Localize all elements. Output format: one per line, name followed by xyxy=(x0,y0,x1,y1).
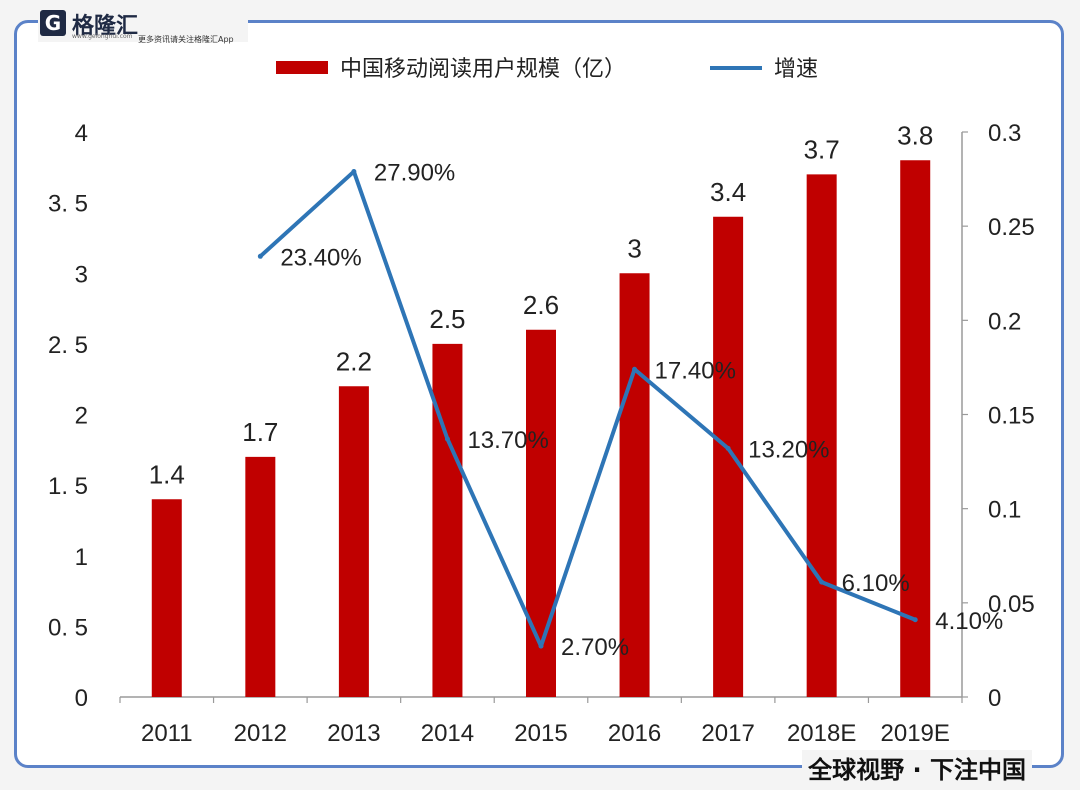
y-left-tick-label: 3 xyxy=(75,261,88,288)
y-left-tick-label: 1 xyxy=(75,544,88,571)
bar xyxy=(900,160,931,697)
bar xyxy=(151,499,182,697)
line-data-label: 2.70% xyxy=(561,634,629,661)
bar-data-label: 2.5 xyxy=(429,304,465,334)
bar xyxy=(338,386,369,697)
y-right-tick-label: 0 xyxy=(988,685,1001,712)
line-data-label: 23.40% xyxy=(280,244,361,271)
bar xyxy=(713,216,744,697)
y-right-tick-label: 0.2 xyxy=(988,308,1021,335)
x-tick-label: 2019E xyxy=(881,720,950,747)
bar-data-label: 3.7 xyxy=(804,134,840,164)
bar-data-label: 1.4 xyxy=(149,459,185,489)
growth-point xyxy=(257,253,263,259)
bar-series xyxy=(151,160,931,697)
x-tick-label: 2011 xyxy=(141,720,193,747)
bar-data-label: 2.2 xyxy=(336,346,372,376)
y-left-tick-label: 4 xyxy=(75,120,88,147)
x-tick-label: 2015 xyxy=(514,720,567,747)
y-left-tick-label: 0. 5 xyxy=(48,614,88,641)
line-series xyxy=(257,169,918,649)
brand-logo: G 格隆汇 www.gelonghui.com 更多资讯请关注格隆汇App xyxy=(38,6,248,44)
bar xyxy=(432,343,463,697)
line-data-label: 13.70% xyxy=(467,427,548,454)
bar xyxy=(526,329,556,697)
y-right-tick-label: 0.05 xyxy=(988,591,1035,618)
y-left-tick-label: 2 xyxy=(75,403,88,430)
y-right-tick-label: 0.25 xyxy=(988,214,1035,241)
brand-name: 格隆汇 xyxy=(72,14,139,39)
x-tick-label: 2018E xyxy=(787,720,856,747)
y-right-tick-label: 0.1 xyxy=(988,497,1021,524)
line-labels: 23.40% 27.90% 13.70% 2.70% 17.40% 13.20% 6.10%… xyxy=(280,160,1003,662)
x-tick-label: 2012 xyxy=(234,720,287,747)
line-data-label: 27.90% xyxy=(374,160,455,187)
brand-g-icon: G xyxy=(40,10,66,36)
brand-slogan: 更多资讯请关注格隆汇App xyxy=(138,35,234,44)
y-right-tick-label: 0.3 xyxy=(988,120,1021,147)
legend: 中国移动阅读用户规模（亿） 增速 xyxy=(276,57,818,82)
bar-data-label: 1.7 xyxy=(242,417,278,447)
x-tick-label: 2014 xyxy=(421,720,474,747)
growth-point xyxy=(538,643,544,649)
brand-site: www.gelonghui.com xyxy=(72,33,133,40)
growth-point xyxy=(444,436,450,442)
legend-line-label: 增速 xyxy=(774,57,818,82)
line-data-label: 13.20% xyxy=(748,436,829,463)
growth-point xyxy=(351,169,357,175)
line-data-label: 6.10% xyxy=(842,570,910,597)
x-tick-label: 2016 xyxy=(608,720,661,747)
y-left-tick-label: 0 xyxy=(75,685,88,712)
legend-bar-swatch xyxy=(276,61,328,74)
y-right-tick-label: 0.15 xyxy=(988,403,1035,430)
bar-data-label: 3 xyxy=(627,233,641,263)
bar xyxy=(619,273,650,697)
bar xyxy=(806,174,837,697)
x-tick-label: 2017 xyxy=(701,720,754,747)
legend-bar-label: 中国移动阅读用户规模（亿） xyxy=(340,57,626,82)
bar-data-label: 3.4 xyxy=(710,177,746,207)
bar xyxy=(245,456,276,697)
bar-data-label: 3.8 xyxy=(897,120,933,150)
footer-tagline: 全球视野 · 下注中国 xyxy=(802,750,1032,785)
line-data-label: 4.10% xyxy=(935,608,1003,635)
growth-point xyxy=(819,579,825,585)
y-left-tick-label: 3. 5 xyxy=(48,191,88,218)
bar-data-label: 2.6 xyxy=(523,290,559,320)
y-left-tick-label: 1. 5 xyxy=(48,473,88,500)
line-data-label: 17.40% xyxy=(655,357,736,384)
bar-labels: 1.4 1.7 2.2 2.5 2.6 3 3.4 3.7 3.8 xyxy=(149,120,934,489)
growth-point xyxy=(912,617,918,623)
y-left-tick-label: 2. 5 xyxy=(48,332,88,359)
x-tick-label: 2013 xyxy=(327,720,380,747)
growth-point xyxy=(632,366,638,372)
growth-point xyxy=(725,445,731,451)
growth-line xyxy=(258,169,916,649)
